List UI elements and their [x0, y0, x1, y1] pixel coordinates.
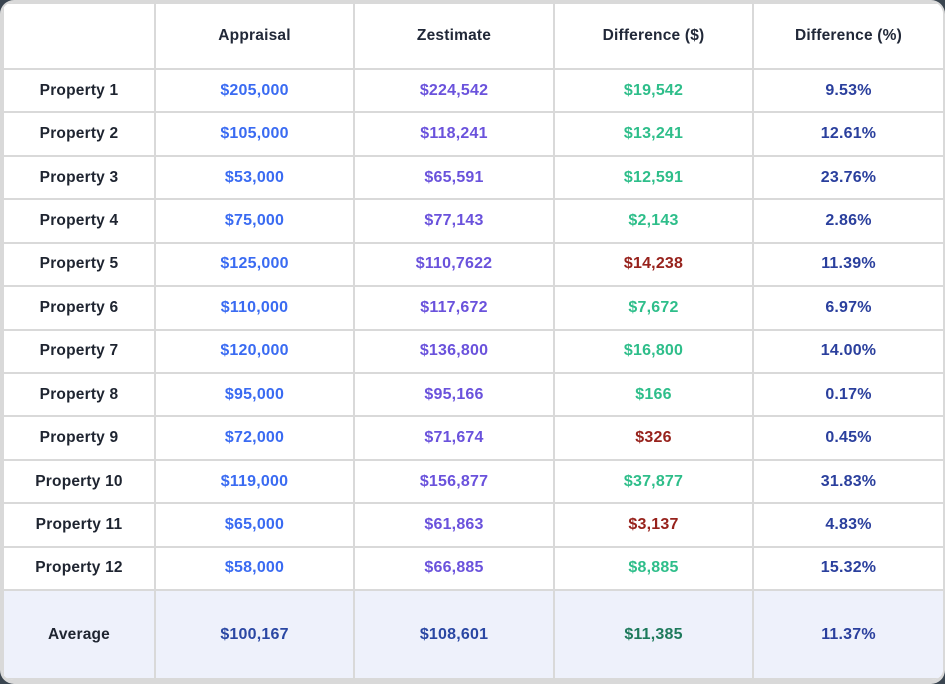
percent-cell: 23.76% — [752, 154, 943, 201]
percent-cell: 14.00% — [752, 328, 943, 374]
zestimate-cell: $71,674 — [353, 415, 555, 461]
row-label: Property 4 — [2, 198, 156, 244]
appraisal-cell: $75,000 — [154, 198, 355, 244]
row-label: Property 6 — [2, 285, 156, 331]
average-difference-cell: $11,385 — [553, 589, 754, 680]
zestimate-cell: $136,800 — [353, 328, 555, 374]
row-label: Property 8 — [2, 371, 156, 418]
zestimate-cell: $118,241 — [353, 111, 555, 157]
table-header: Appraisal Zestimate Difference ($) Diffe… — [2, 2, 943, 70]
difference-cell: $166 — [553, 371, 754, 418]
table-row: Property 12 $58,000 $66,885 $8,885 15.32% — [2, 545, 943, 592]
table-row: Property 8 $95,000 $95,166 $166 0.17% — [2, 371, 943, 418]
appraisal-cell: $120,000 — [154, 328, 355, 374]
row-label: Property 5 — [2, 241, 156, 288]
table-row: Property 6 $110,000 $117,672 $7,672 6.97% — [2, 285, 943, 331]
appraisal-cell: $105,000 — [154, 111, 355, 157]
percent-cell: 4.83% — [752, 502, 943, 548]
row-label: Property 10 — [2, 458, 156, 505]
row-label: Property 1 — [2, 67, 156, 114]
difference-cell: $8,885 — [553, 545, 754, 592]
table-row: Property 7 $120,000 $136,800 $16,800 14.00% — [2, 328, 943, 374]
zestimate-cell: $77,143 — [353, 198, 555, 244]
appraisal-cell: $110,000 — [154, 285, 355, 331]
appraisal-cell: $205,000 — [154, 67, 355, 114]
row-label: Property 2 — [2, 111, 156, 157]
row-label: Property 9 — [2, 415, 156, 461]
appraisal-cell: $72,000 — [154, 415, 355, 461]
appraisal-cell: $95,000 — [154, 371, 355, 418]
average-appraisal-cell: $100,167 — [154, 589, 355, 680]
difference-cell: $2,143 — [553, 198, 754, 244]
zestimate-cell: $110,7622 — [353, 241, 555, 288]
difference-cell: $19,542 — [553, 67, 754, 114]
table-row: Property 3 $53,000 $65,591 $12,591 23.76% — [2, 154, 943, 201]
difference-cell: $14,238 — [553, 241, 754, 288]
percent-cell: 0.45% — [752, 415, 943, 461]
header-row: Appraisal Zestimate Difference ($) Diffe… — [2, 2, 943, 70]
percent-cell: 0.17% — [752, 371, 943, 418]
appraisal-cell: $119,000 — [154, 458, 355, 505]
header-zestimate: Zestimate — [353, 2, 555, 70]
row-label: Property 3 — [2, 154, 156, 201]
zestimate-cell: $65,591 — [353, 154, 555, 201]
appraisal-cell: $125,000 — [154, 241, 355, 288]
percent-cell: 31.83% — [752, 458, 943, 505]
difference-cell: $7,672 — [553, 285, 754, 331]
difference-cell: $3,137 — [553, 502, 754, 548]
table-row: Property 2 $105,000 $118,241 $13,241 12.61% — [2, 111, 943, 157]
table-row: Property 5 $125,000 $110,7622 $14,238 11.39% — [2, 241, 943, 288]
percent-cell: 2.86% — [752, 198, 943, 244]
percent-cell: 6.97% — [752, 285, 943, 331]
table-row: Property 11 $65,000 $61,863 $3,137 4.83% — [2, 502, 943, 548]
difference-cell: $37,877 — [553, 458, 754, 505]
average-zestimate-cell: $108,601 — [353, 589, 555, 680]
difference-cell: $16,800 — [553, 328, 754, 374]
difference-cell: $12,591 — [553, 154, 754, 201]
table-body: Property 1 $205,000 $224,542 $19,542 9.53% Pr… — [2, 67, 943, 680]
zestimate-cell: $156,877 — [353, 458, 555, 505]
header-empty-cell — [2, 2, 156, 70]
appraisal-cell: $58,000 — [154, 545, 355, 592]
row-label: Property 12 — [2, 545, 156, 592]
row-label: Property 7 — [2, 328, 156, 374]
table-row: Property 9 $72,000 $71,674 $326 0.45% — [2, 415, 943, 461]
table-row: Property 4 $75,000 $77,143 $2,143 2.86% — [2, 198, 943, 244]
difference-cell: $13,241 — [553, 111, 754, 157]
appraisal-cell: $53,000 — [154, 154, 355, 201]
table-row: Property 10 $119,000 $156,877 $37,877 31.83% — [2, 458, 943, 505]
average-percent-cell: 11.37% — [752, 589, 943, 680]
row-label: Property 11 — [2, 502, 156, 548]
percent-cell: 9.53% — [752, 67, 943, 114]
percent-cell: 15.32% — [752, 545, 943, 592]
average-row: Average $100,167 $108,601 $11,385 11.37% — [2, 589, 943, 680]
average-row-label: Average — [2, 589, 156, 680]
percent-cell: 12.61% — [752, 111, 943, 157]
zestimate-cell: $61,863 — [353, 502, 555, 548]
header-difference-percent: Difference (%) — [752, 2, 943, 70]
difference-cell: $326 — [553, 415, 754, 461]
table-row: Property 1 $205,000 $224,542 $19,542 9.53% — [2, 67, 943, 114]
appraisal-cell: $65,000 — [154, 502, 355, 548]
zestimate-cell: $66,885 — [353, 545, 555, 592]
header-difference-dollar: Difference ($) — [553, 2, 754, 70]
zestimate-cell: $117,672 — [353, 285, 555, 331]
zestimate-cell: $224,542 — [353, 67, 555, 114]
zestimate-cell: $95,166 — [353, 371, 555, 418]
header-appraisal: Appraisal — [154, 2, 355, 70]
percent-cell: 11.39% — [752, 241, 943, 288]
